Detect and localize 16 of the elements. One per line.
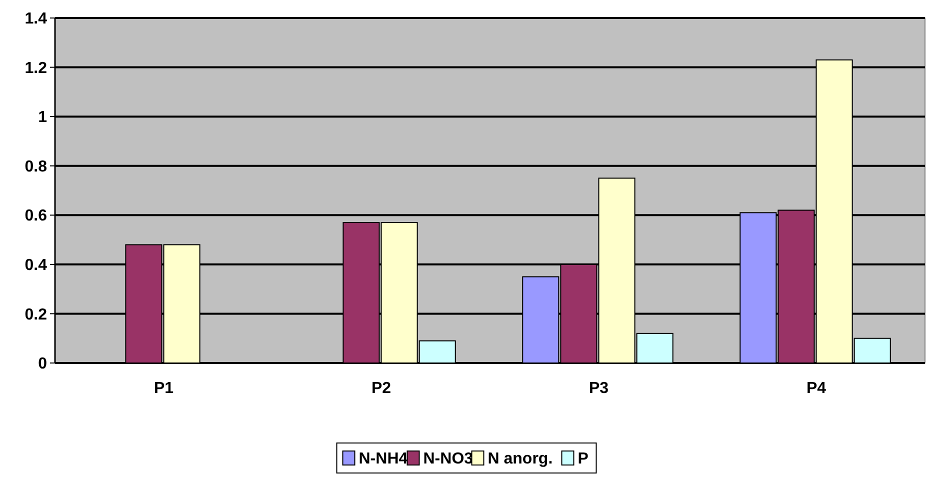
y-tick-label: 1.2 (24, 60, 48, 77)
y-tick-label: 0.4 (24, 257, 48, 274)
y-tick-label: 0.6 (24, 208, 48, 225)
x-tick-label: P1 (154, 380, 174, 397)
y-tick-label: 0 (38, 356, 48, 373)
y-tick-label: 1.4 (24, 10, 48, 28)
x-tick-label: P2 (371, 380, 392, 397)
legend-label: N-NO3 (423, 450, 474, 468)
legend-label: N-NH4 (358, 450, 408, 468)
legend-label: N anorg. (488, 450, 553, 468)
y-tick-label: 0.8 (24, 158, 48, 176)
legend-label: P (578, 450, 589, 468)
x-tick-label: P4 (806, 380, 826, 397)
y-tick-label: 0.2 (24, 306, 48, 324)
x-tick-label: P3 (588, 380, 609, 397)
y-tick-label: 1 (38, 109, 48, 126)
